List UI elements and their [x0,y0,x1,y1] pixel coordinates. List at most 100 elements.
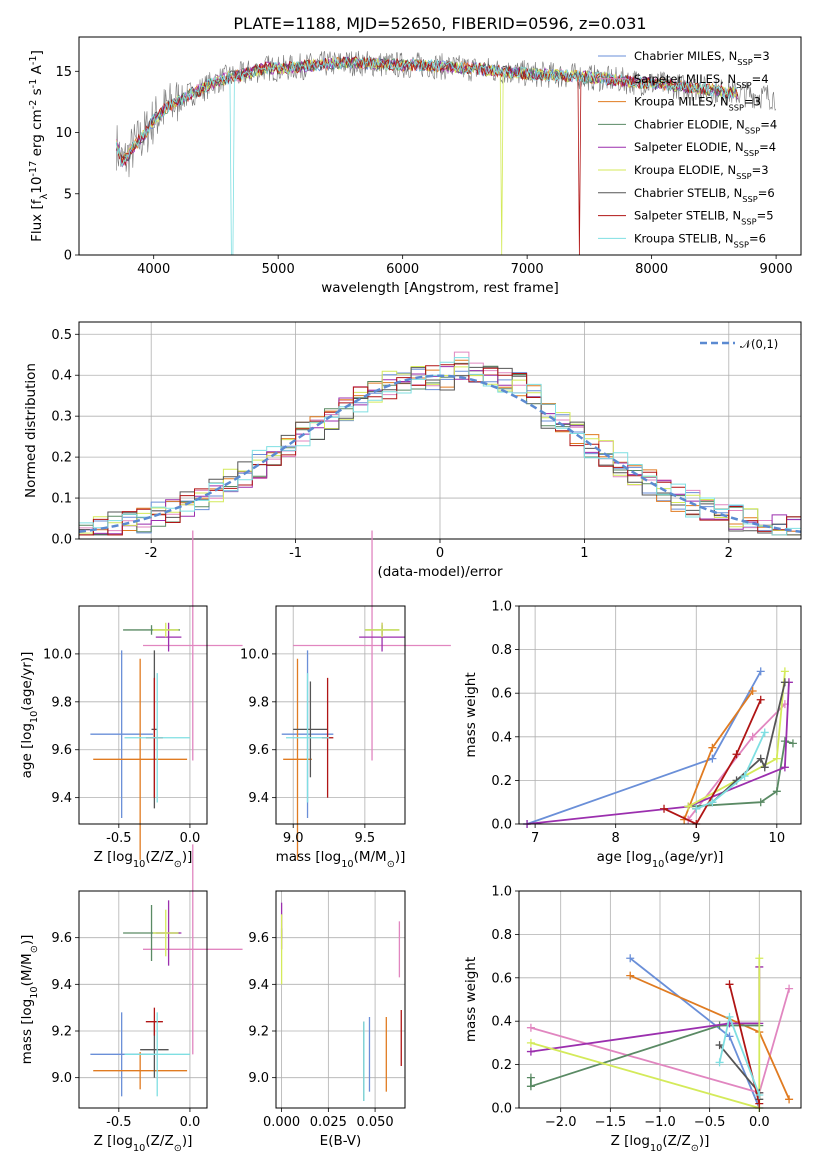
x-axis-label: mass [log10(M/M⊙)] [276,849,406,870]
weight-point-marker [626,954,635,963]
weight-point-marker [772,754,781,763]
y-tick-label: 1.0 [491,885,512,900]
x-tick-label: 10 [769,831,786,846]
x-tick-label: 0.0 [749,1115,770,1130]
weight-series-line [695,732,766,810]
legend-label: Kroupa STELIB, NSSP=6 [634,231,766,249]
histogram-series [79,366,801,536]
chart-mass-vs-ebv: 0.000 0.025 0.050 9.0 9.2 9.4 9.6 E(B-V) [248,890,406,1149]
spectrum-model-line [115,56,739,255]
x-tick-label: 9.0 [283,831,304,846]
weight-point-marker [740,772,749,781]
y-tick-label: 9.0 [51,1071,72,1086]
x-tick-label: 4000 [137,262,170,277]
weight-point-marker [780,667,789,676]
plot-area [90,530,243,860]
y-tick-label: 0 [64,249,72,264]
y-tick-label: 10 [55,126,72,141]
y-tick-label: 5 [64,187,72,202]
weight-point-marker [772,787,781,796]
axes-frame [275,605,406,825]
axes-frame [78,36,802,256]
x-tick-label: 5000 [262,262,295,277]
spectrum-model-line [115,56,739,162]
weight-point-marker [760,763,769,772]
chart-spectrum: 4000 5000 6000 7000 8000 9000 0 5 10 15 wavelength… [28,36,802,296]
legend-label: Salpeter MILES, NSSP=4 [634,72,769,90]
x-tick-label: −1.5 [595,1115,627,1130]
x-tick-label: 0.050 [356,1115,393,1130]
plot-area [526,954,794,1112]
y-tick-label: 0.0 [491,818,512,833]
y-tick-label: 0.0 [491,1102,512,1117]
normal-curve [78,374,802,534]
x-tick-label: -2 [145,546,158,561]
weight-point-marker [785,1095,794,1104]
x-axis-label: Z [log10(Z/Z⊙)] [94,1133,193,1154]
y-tick-label: 0.4 [491,730,512,745]
x-axis-label: wavelength [Angstrom, rest frame] [321,280,559,296]
weight-point-marker [760,728,769,737]
plot-area [280,902,402,1101]
figure-title: PLATE=1188, MJD=52650, FIBERID=0596, z=0… [233,14,646,33]
x-tick-label: −0.5 [694,1115,726,1130]
weight-point-marker [626,971,635,980]
y-tick-label: 9.4 [51,791,72,806]
legend-label: Salpeter ELODIE, NSSP=4 [634,140,776,158]
weight-point-marker [708,743,717,752]
y-tick-label: 0.1 [51,492,72,507]
weight-point-marker [708,754,717,763]
legend-label: 𝒩(0,1) [740,337,778,351]
axes-frame [78,890,208,1109]
axes-frame [275,890,406,1109]
legend-label: Kroupa MILES, NSSP=3 [634,95,761,113]
y-tick-label: 0.0 [51,533,72,548]
x-tick-label: −1.0 [644,1115,676,1130]
weight-point-marker [725,1012,734,1021]
weight-point-marker [755,1090,764,1099]
x-tick-label: 0.000 [263,1115,300,1130]
x-tick-label: 0.025 [310,1115,347,1130]
plot-area [90,844,243,1097]
plot-area [523,667,797,828]
chart-age-vs-mass: 9.0 9.5 9.4 9.6 9.8 10.0 mass [log10(M/M⊙)] [240,530,451,870]
weight-point-marker [756,798,765,807]
x-tick-label: 7000 [511,262,544,277]
weight-series-line [683,690,754,820]
y-axis-label: mass [log10(M/M⊙)] [19,935,40,1065]
x-tick-label: 0.0 [180,1115,201,1130]
x-tick-label: 0 [436,546,444,561]
x-tick-label: 7 [531,831,539,846]
y-tick-label: 0.3 [51,410,72,425]
spectrum-model-line [115,56,739,255]
weight-point-marker [708,798,717,807]
x-axis-label: (data-model)/error [377,564,503,580]
weight-series-line [526,670,762,825]
plot-area [78,351,802,536]
chart-weight-vs-z: −2.0 −1.5 −1.0 −0.5 0.0 0.0 0.2 0.4 0.6 0.8 1.0 Z [… [463,885,802,1154]
x-axis-label: Z [log10(Z/Z⊙)] [94,849,193,870]
y-tick-label: 9.4 [248,791,269,806]
weight-point-marker [755,1099,764,1108]
y-tick-label: 9.8 [51,695,72,710]
x-tick-label: 9 [692,831,700,846]
x-axis-label: age [log10(age/yr)] [597,849,724,870]
y-tick-label: 0.2 [51,451,72,466]
x-tick-label: 8 [612,831,620,846]
x-tick-label: 9000 [760,262,793,277]
weight-point-marker [660,804,669,813]
x-tick-label: -1 [289,546,302,561]
y-tick-label: 0.6 [491,971,512,986]
legend-label: Kroupa ELODIE, NSSP=3 [634,163,769,181]
x-tick-label: 0.0 [180,831,201,846]
weight-series-line [527,682,790,825]
weight-point-marker [526,1082,535,1091]
axes-frame [518,605,802,825]
y-tick-label: 0.4 [491,1015,512,1030]
weight-point-marker [526,1047,535,1056]
x-tick-label: −2.0 [545,1115,577,1130]
y-axis-label: mass weight [463,957,479,1042]
y-tick-label: 0.4 [51,369,72,384]
weight-series-line [663,699,762,826]
